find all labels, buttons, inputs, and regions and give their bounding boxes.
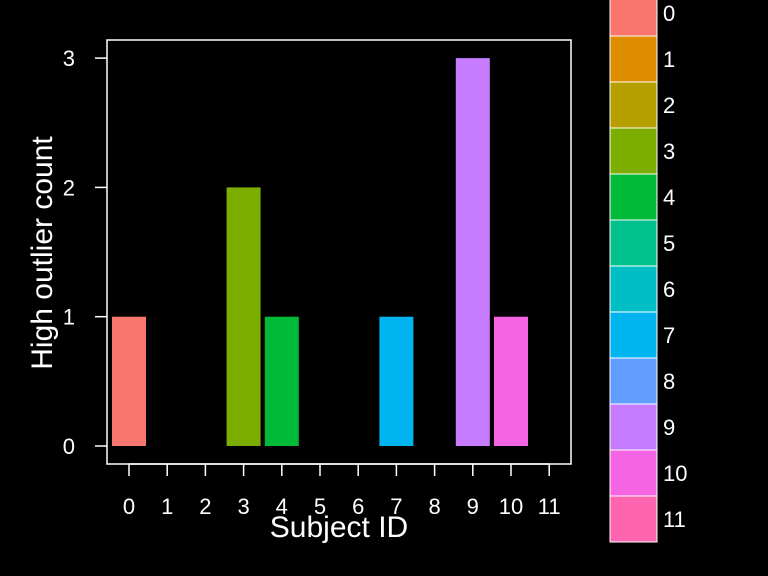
bar-4 [264,316,299,446]
x-tick-label: 11 [538,494,561,519]
legend-swatch-10 [609,449,658,497]
bars [112,58,528,446]
y-axis: 0 1 2 3 [63,46,107,459]
legend-swatch-7 [609,311,658,359]
x-tick-label: 9 [467,494,479,519]
legend-swatch-9 [609,403,658,451]
legend-label: 10 [663,461,687,486]
x-tick-label: 8 [428,494,440,519]
color-legend: 0 1 2 3 4 5 6 7 8 9 10 11 [609,0,687,543]
bar-10 [494,316,528,446]
legend-swatch-5 [609,219,658,267]
bar-9 [455,58,490,446]
legend-label: 11 [663,507,686,532]
legend-label: 1 [663,47,675,72]
legend-swatch-2 [609,81,658,129]
legend-label: 8 [663,369,675,394]
x-axis-title: Subject ID [270,511,408,544]
bar-3 [226,187,261,446]
x-tick-label: 4 [276,494,288,519]
legend-swatch-4 [609,173,658,221]
legend-swatch-3 [609,127,658,175]
legend-label: 2 [663,93,675,118]
legend-swatch-8 [609,357,658,405]
legend-swatch-11 [609,495,658,543]
x-tick-label: 6 [352,494,364,519]
x-tick-label: 3 [237,494,249,519]
bar-0 [112,316,146,446]
x-axis: 0 1 2 3 4 5 6 7 8 9 10 11 [123,463,561,519]
x-tick-label: 5 [314,494,326,519]
x-tick-label: 7 [390,494,402,519]
legend-label: 5 [663,231,675,256]
x-tick-label: 2 [199,494,211,519]
legend-label: 7 [663,323,675,348]
y-tick-label: 1 [63,305,75,330]
legend-swatch-0 [609,0,658,37]
y-tick-label: 0 [63,434,75,459]
legend-label: 6 [663,277,675,302]
x-tick-label: 1 [161,494,173,519]
legend-label: 9 [663,415,675,440]
legend-swatch-6 [609,265,658,313]
y-axis-title: High outlier count [26,136,59,370]
bar-7 [379,316,414,446]
legend-label: 0 [663,1,675,26]
legend-label: 4 [663,185,675,210]
legend-label: 3 [663,139,675,164]
legend-swatch-1 [609,35,658,83]
y-tick-label: 2 [63,175,75,200]
x-tick-label: 0 [123,494,135,519]
x-tick-label: 10 [499,494,523,519]
y-tick-label: 3 [63,46,75,71]
